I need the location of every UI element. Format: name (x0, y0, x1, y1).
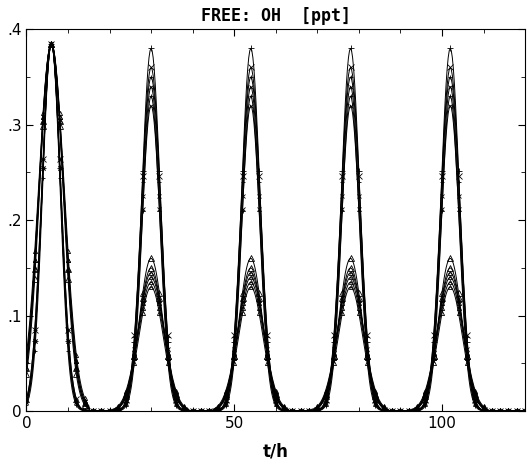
Title: FREE: OH  [ppt]: FREE: OH [ppt] (201, 7, 351, 25)
X-axis label: t/h: t/h (263, 442, 289, 460)
